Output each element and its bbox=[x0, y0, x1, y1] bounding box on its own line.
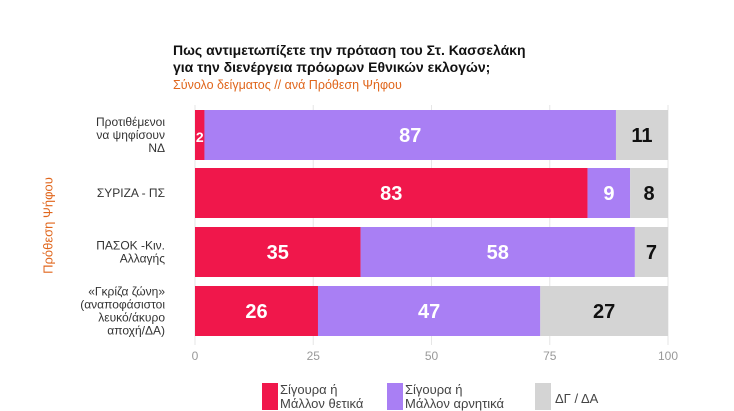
data-label: 87 bbox=[399, 125, 421, 147]
bar-segment bbox=[615, 110, 668, 160]
category-label: Αλλαγής bbox=[120, 252, 165, 266]
bar-segment bbox=[317, 286, 541, 336]
legend-swatch bbox=[262, 383, 278, 410]
x-tick-label: 100 bbox=[658, 349, 678, 363]
chart-title-1: Πως αντιμετωπίζετε την πρόταση του Στ. Κ… bbox=[173, 42, 526, 58]
chart-title-2: για την διενέργεια πρόωρων Εθνικών εκλογ… bbox=[173, 59, 491, 75]
bar-segment bbox=[195, 286, 318, 336]
bar-segment bbox=[195, 227, 361, 277]
legend-label: Σίγουρα ή Μάλλον θετικά bbox=[280, 382, 364, 411]
category-label: αποχή/ΔΑ) bbox=[107, 324, 165, 338]
data-label: 26 bbox=[245, 301, 267, 323]
legend-label: ΔΓ / ΔΑ bbox=[555, 391, 599, 406]
bar-segment bbox=[195, 168, 588, 218]
data-label: 27 bbox=[593, 301, 615, 323]
data-label: 35 bbox=[267, 242, 289, 264]
category-label: ΝΔ bbox=[148, 141, 165, 155]
bar-segment bbox=[634, 227, 668, 277]
legend-swatch bbox=[535, 383, 551, 410]
bar-segment bbox=[540, 286, 668, 336]
legend-label: Σίγουρα ή Μάλλον αρνητικά bbox=[405, 382, 505, 411]
category-label: Προτιθέμενοι bbox=[96, 115, 165, 129]
data-label: 58 bbox=[487, 242, 509, 264]
category-label: (αναποφάσιστοι bbox=[80, 298, 165, 312]
data-label: 9 bbox=[603, 183, 614, 205]
bar-segment bbox=[630, 168, 668, 218]
data-label: 2 bbox=[196, 129, 204, 145]
data-label: 11 bbox=[631, 125, 652, 147]
data-label: 8 bbox=[644, 183, 655, 205]
category-label: ΣΥΡΙΖΑ - ΠΣ bbox=[97, 186, 165, 200]
x-tick-label: 25 bbox=[307, 349, 321, 363]
legend-swatch bbox=[387, 383, 403, 410]
chart-subtitle: Σύνολο δείγματος // ανά Πρόθεση Ψήφου bbox=[173, 78, 402, 92]
category-label: «Γκρίζα ζώνη» bbox=[88, 285, 165, 299]
x-tick-label: 50 bbox=[425, 349, 439, 363]
bar-segment bbox=[204, 110, 616, 160]
bar-segment bbox=[360, 227, 635, 277]
x-tick-label: 0 bbox=[192, 349, 199, 363]
category-label: να ψηφίσουν bbox=[96, 128, 165, 142]
category-label: λευκό/άκυρο bbox=[98, 311, 165, 325]
bar-segment bbox=[195, 110, 205, 160]
category-label: ΠΑΣΟΚ -Κιν. bbox=[96, 239, 165, 253]
data-label: 7 bbox=[646, 242, 657, 264]
data-label: 47 bbox=[418, 301, 440, 323]
x-tick-label: 75 bbox=[543, 349, 557, 363]
bar-segment bbox=[587, 168, 631, 218]
data-label: 83 bbox=[380, 183, 402, 205]
